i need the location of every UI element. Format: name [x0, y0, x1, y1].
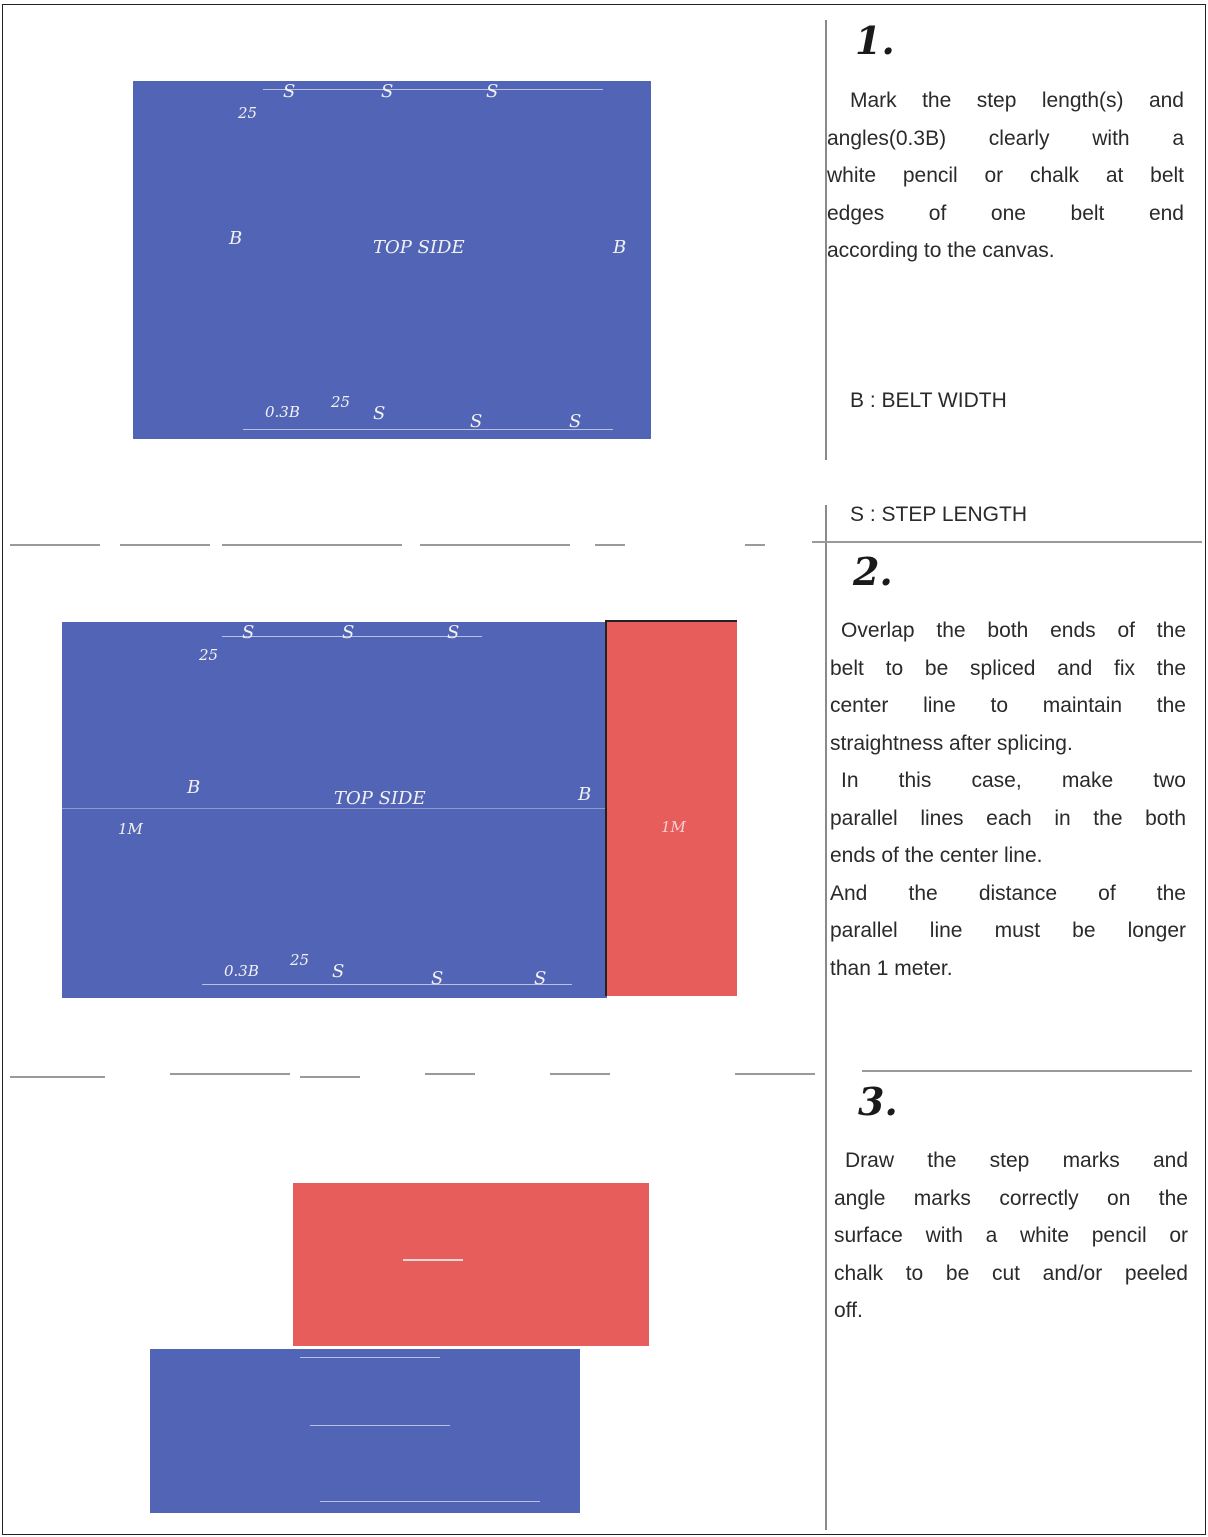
belt-end-red-diagram-3 [293, 1183, 649, 1346]
one-meter-mark: 1M [661, 818, 686, 836]
belt-width-mark-right: B [578, 784, 592, 805]
offset-mark-25: 25 [238, 104, 258, 122]
angle-mark-03b: 0.3B [265, 403, 300, 421]
belt-end-red-diagram-2: 1M [605, 620, 737, 996]
step-mark-s: S [381, 81, 394, 102]
belt-width-mark-right: B [613, 237, 627, 258]
angle-mark-03b: 0.3B [224, 962, 259, 980]
step-mark-s: S [431, 968, 444, 989]
step-mark-s: S [534, 968, 547, 989]
step-mark-s: S [470, 411, 483, 432]
column-divider [825, 505, 827, 1530]
legend-belt-width: B : BELT WIDTH [850, 389, 1007, 412]
belt-width-mark-left: B [187, 777, 201, 798]
page-frame [2, 4, 1206, 1535]
belt-end-blue-diagram-2: S S S 25 B TOP SIDE B 1M 0.3B 25 S S S [62, 622, 607, 998]
step-mark-s: S [569, 411, 582, 432]
belt-end-diagram-1: S S S 25 B TOP SIDE B 0.3B 25 S S S [133, 81, 651, 439]
offset-mark-25: 25 [199, 646, 219, 664]
column-divider [825, 20, 827, 460]
step-number-2: 2. [853, 549, 893, 594]
step-mark-s: S [447, 622, 460, 643]
one-meter-mark: 1M [118, 820, 143, 838]
step-mark-s: S [242, 622, 255, 643]
step-1-description: Mark the step length(s) and angles(0.3B)… [827, 89, 1184, 262]
step-number-3: 3. [858, 1079, 898, 1124]
step-mark-s: S [332, 961, 345, 982]
step-3-description: Draw the step marks and angle marks corr… [834, 1149, 1188, 1322]
step-mark-s: S [283, 81, 296, 102]
belt-end-blue-diagram-3 [150, 1349, 580, 1513]
top-side-label: TOP SIDE [373, 237, 465, 258]
legend-step-length: S : STEP LENGTH [850, 503, 1027, 526]
step-2-description: Overlap the both ends of the belt to be … [830, 619, 1186, 980]
legend: B : BELT WIDTH S : STEP LENGTH [850, 306, 1027, 572]
step-mark-s: S [342, 622, 355, 643]
offset-mark-25: 25 [290, 951, 310, 969]
belt-width-mark-left: B [229, 228, 243, 249]
top-side-label: TOP SIDE [334, 788, 426, 809]
step-mark-s: S [486, 81, 499, 102]
step-number-1: 1. [855, 18, 895, 63]
offset-mark-25: 25 [331, 393, 351, 411]
step-mark-s: S [373, 403, 386, 424]
